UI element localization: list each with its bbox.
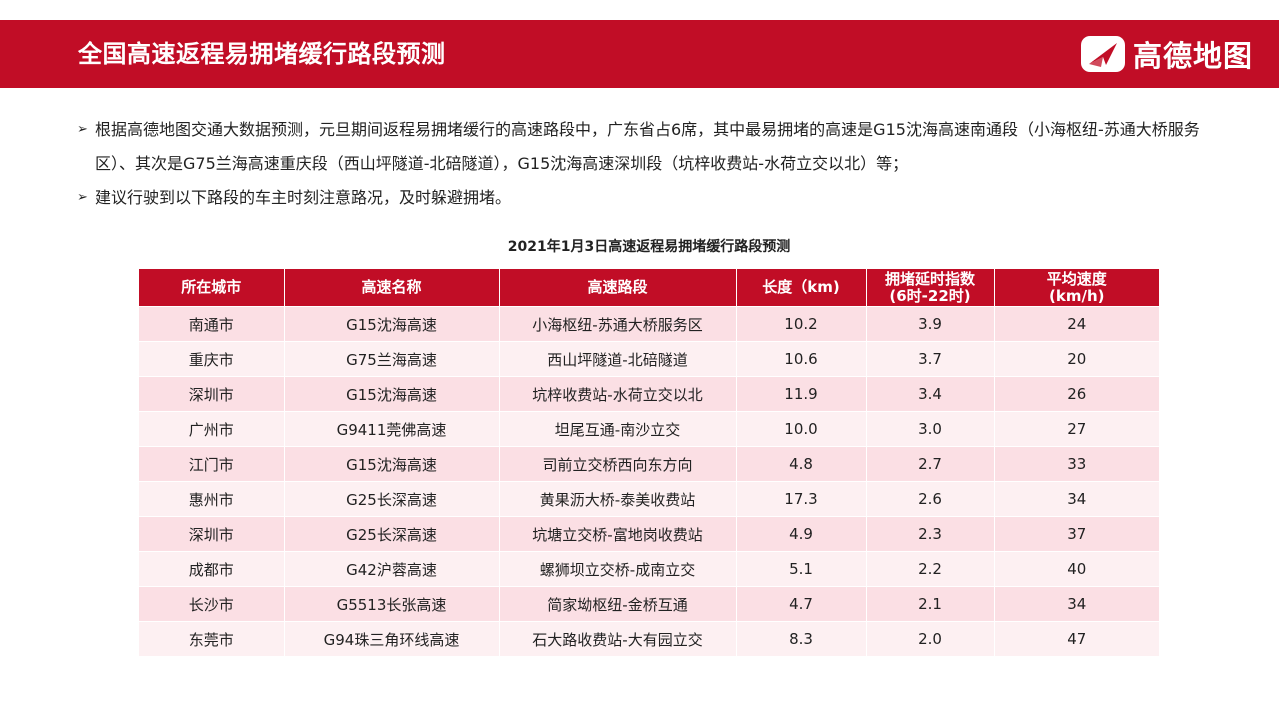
city-cell: 南通市 bbox=[139, 306, 285, 342]
avg-speed-cell: 47 bbox=[994, 621, 1159, 656]
delay-index-cell: 2.6 bbox=[866, 481, 995, 517]
city-cell: 重庆市 bbox=[139, 341, 285, 377]
header-city: 所在城市 bbox=[139, 269, 285, 307]
bullet-text: 根据高德地图交通大数据预测，元旦期间返程易拥堵缓行的高速路段中，广东省占6席，其… bbox=[95, 120, 1200, 173]
amap-logo-icon bbox=[1080, 36, 1125, 72]
delay-index-cell: 3.7 bbox=[866, 341, 995, 377]
road-section-cell: 简家坳枢纽-金桥互通 bbox=[499, 586, 737, 622]
avg-speed-cell: 27 bbox=[994, 411, 1159, 447]
avg-speed-cell: 26 bbox=[994, 376, 1159, 412]
road-section-cell: 小海枢纽-苏通大桥服务区 bbox=[499, 306, 737, 342]
delay-index-cell: 2.7 bbox=[866, 446, 995, 482]
length-cell: 17.3 bbox=[736, 481, 867, 517]
city-cell: 深圳市 bbox=[139, 376, 285, 412]
city-cell: 长沙市 bbox=[139, 586, 285, 622]
delay-index-cell: 3.0 bbox=[866, 411, 995, 447]
table-row: 惠州市 G25长深高速 黄果沥大桥-泰美收费站 17.3 2.6 34 bbox=[139, 481, 1159, 517]
length-cell: 8.3 bbox=[736, 621, 867, 656]
arrow-bullet-icon: ➢ bbox=[77, 122, 88, 137]
bullet-text: 建议行驶到以下路段的车主时刻注意路况，及时躲避拥堵。 bbox=[95, 188, 512, 207]
city-cell: 江门市 bbox=[139, 446, 285, 482]
length-cell: 10.2 bbox=[736, 306, 867, 342]
bullet-list: ➢ 根据高德地图交通大数据预测，元旦期间返程易拥堵缓行的高速路段中，广东省占6席… bbox=[77, 113, 1237, 215]
table-row: 深圳市 G25长深高速 坑塘立交桥-富地岗收费站 4.9 2.3 37 bbox=[139, 516, 1159, 552]
delay-index-cell: 3.4 bbox=[866, 376, 995, 412]
avg-speed-cell: 37 bbox=[994, 516, 1159, 552]
road-section-cell: 黄果沥大桥-泰美收费站 bbox=[499, 481, 737, 517]
road-section-cell: 司前立交桥西向东方向 bbox=[499, 446, 737, 482]
avg-speed-cell: 34 bbox=[994, 586, 1159, 622]
delay-index-cell: 2.1 bbox=[866, 586, 995, 622]
road-section-cell: 坦尾互通-南沙立交 bbox=[499, 411, 737, 447]
city-cell: 惠州市 bbox=[139, 481, 285, 517]
city-cell: 成都市 bbox=[139, 551, 285, 587]
bullet-item: ➢ 建议行驶到以下路段的车主时刻注意路况，及时躲避拥堵。 bbox=[77, 181, 1237, 215]
header-highway-name: 高速名称 bbox=[284, 269, 500, 307]
table-row: 南通市 G15沈海高速 小海枢纽-苏通大桥服务区 10.2 3.9 24 bbox=[139, 306, 1159, 342]
arrow-bullet-icon: ➢ bbox=[77, 190, 88, 205]
table-row: 广州市 G9411莞佛高速 坦尾互通-南沙立交 10.0 3.0 27 bbox=[139, 411, 1159, 447]
table-row: 江门市 G15沈海高速 司前立交桥西向东方向 4.8 2.7 33 bbox=[139, 446, 1159, 482]
page-title: 全国高速返程易拥堵缓行路段预测 bbox=[78, 40, 446, 68]
road-section-cell: 西山坪隧道-北碚隧道 bbox=[499, 341, 737, 377]
brand: 高德地图 bbox=[1079, 34, 1253, 74]
avg-speed-cell: 20 bbox=[994, 341, 1159, 377]
length-cell: 10.6 bbox=[736, 341, 867, 377]
road-section-cell: 坑梓收费站-水荷立交以北 bbox=[499, 376, 737, 412]
road-section-cell: 石大路收费站-大有园立交 bbox=[499, 621, 737, 656]
avg-speed-cell: 34 bbox=[994, 481, 1159, 517]
table-title: 2021年1月3日高速返程易拥堵缓行路段预测 bbox=[507, 239, 791, 255]
road-section-cell: 坑塘立交桥-富地岗收费站 bbox=[499, 516, 737, 552]
avg-speed-cell: 40 bbox=[994, 551, 1159, 587]
delay-index-cell: 2.3 bbox=[866, 516, 995, 552]
bullet-item: ➢ 根据高德地图交通大数据预测，元旦期间返程易拥堵缓行的高速路段中，广东省占6席… bbox=[77, 113, 1237, 181]
highway-name-cell: G5513长张高速 bbox=[284, 586, 500, 622]
length-cell: 10.0 bbox=[736, 411, 867, 447]
city-cell: 广州市 bbox=[139, 411, 285, 447]
header-bar: 全国高速返程易拥堵缓行路段预测 高德地图 bbox=[0, 20, 1279, 88]
table-row: 重庆市 G75兰海高速 西山坪隧道-北碚隧道 10.6 3.7 20 bbox=[139, 341, 1159, 377]
highway-name-cell: G9411莞佛高速 bbox=[284, 411, 500, 447]
table-header-row: 所在城市 高速名称 高速路段 长度（km) 拥堵延时指数 (6时-22时) 平均速度 (k… bbox=[139, 269, 1159, 307]
length-cell: 5.1 bbox=[736, 551, 867, 587]
length-cell: 11.9 bbox=[736, 376, 867, 412]
road-section-cell: 螺狮坝立交桥-成南立交 bbox=[499, 551, 737, 587]
highway-name-cell: G94珠三角环线高速 bbox=[284, 621, 500, 656]
header-length: 长度（km) bbox=[736, 269, 867, 307]
highway-name-cell: G15沈海高速 bbox=[284, 376, 500, 412]
table-row: 东莞市 G94珠三角环线高速 石大路收费站-大有园立交 8.3 2.0 47 bbox=[139, 621, 1159, 656]
city-cell: 深圳市 bbox=[139, 516, 285, 552]
table-row: 深圳市 G15沈海高速 坑梓收费站-水荷立交以北 11.9 3.4 26 bbox=[139, 376, 1159, 412]
length-cell: 4.7 bbox=[736, 586, 867, 622]
table-row: 成都市 G42沪蓉高速 螺狮坝立交桥-成南立交 5.1 2.2 40 bbox=[139, 551, 1159, 587]
avg-speed-cell: 24 bbox=[994, 306, 1159, 342]
avg-speed-cell: 33 bbox=[994, 446, 1159, 482]
highway-name-cell: G15沈海高速 bbox=[284, 446, 500, 482]
header-road-section: 高速路段 bbox=[499, 269, 737, 307]
length-cell: 4.9 bbox=[736, 516, 867, 552]
city-cell: 东莞市 bbox=[139, 621, 285, 656]
highway-name-cell: G15沈海高速 bbox=[284, 306, 500, 342]
highway-name-cell: G25长深高速 bbox=[284, 481, 500, 517]
highway-name-cell: G25长深高速 bbox=[284, 516, 500, 552]
table-row: 长沙市 G5513长张高速 简家坳枢纽-金桥互通 4.7 2.1 34 bbox=[139, 586, 1159, 622]
highway-name-cell: G42沪蓉高速 bbox=[284, 551, 500, 587]
highway-name-cell: G75兰海高速 bbox=[284, 341, 500, 377]
congestion-table: 所在城市 高速名称 高速路段 长度（km) 拥堵延时指数 (6时-22时) 平均速度 (k… bbox=[139, 269, 1159, 656]
delay-index-cell: 2.2 bbox=[866, 551, 995, 587]
delay-index-cell: 2.0 bbox=[866, 621, 995, 656]
length-cell: 4.8 bbox=[736, 446, 867, 482]
header-avg-speed: 平均速度 (km/h) bbox=[994, 269, 1159, 307]
brand-name: 高德地图 bbox=[1132, 39, 1253, 73]
delay-index-cell: 3.9 bbox=[866, 306, 995, 342]
header-delay-index: 拥堵延时指数 (6时-22时) bbox=[866, 269, 995, 307]
